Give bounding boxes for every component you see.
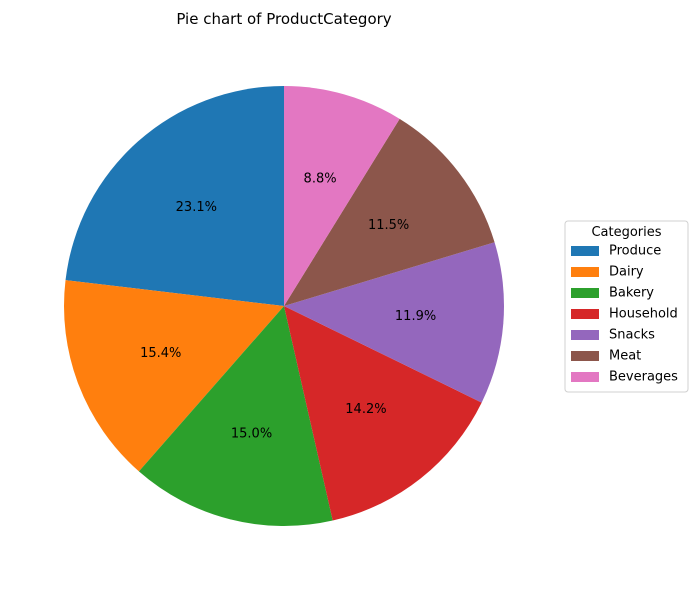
pie-slice-bakery [138,306,333,526]
legend-label-meat: Meat [609,349,641,364]
legend-swatch-household [571,309,599,319]
slice-label-dairy: 15.4% [140,346,181,361]
slice-label-snacks: 11.9% [395,309,436,324]
pie-slice-beverages [284,86,400,306]
pie-slice-dairy [63,280,284,472]
legend-frame [564,220,689,393]
pie-slices [63,86,504,526]
legend-label-beverages: Beverages [609,370,678,385]
legend-label-produce: Produce [609,244,661,259]
legend-items: Produce Dairy Bakery Household Snacks Meat Bev… [571,244,678,385]
pie-slice-household [284,306,482,521]
legend-swatch-meat [571,351,599,361]
pie-slice-produce [65,86,285,306]
legend-swatch-beverages [571,372,599,382]
slice-label-meat: 11.5% [368,218,409,233]
legend-swatch-dairy [571,267,599,277]
pie-slice-meat [284,118,495,307]
slice-label-household: 14.2% [345,402,386,417]
legend-swatch-produce [571,246,599,256]
legend-label-household: Household [609,307,678,322]
slice-label-produce: 23.1% [176,200,217,215]
legend-label-dairy: Dairy [609,265,644,280]
legend-title: Categories [591,225,661,240]
legend-swatch-bakery [571,288,599,298]
pie-slice-snacks [284,242,504,403]
legend-label-snacks: Snacks [609,328,655,343]
legend: Categories Produce Dairy Bakery Household Sn… [564,220,689,393]
chart-title: Pie chart of ProductCategory [176,10,391,28]
slice-percentage-labels: 23.1% 15.4% 15.0% 14.2% 11.9% 11.5% 8.8% [140,172,436,442]
slice-label-beverages: 8.8% [304,172,337,187]
legend-swatch-snacks [571,330,599,340]
legend-label-bakery: Bakery [609,286,654,301]
slice-label-bakery: 15.0% [231,426,272,441]
